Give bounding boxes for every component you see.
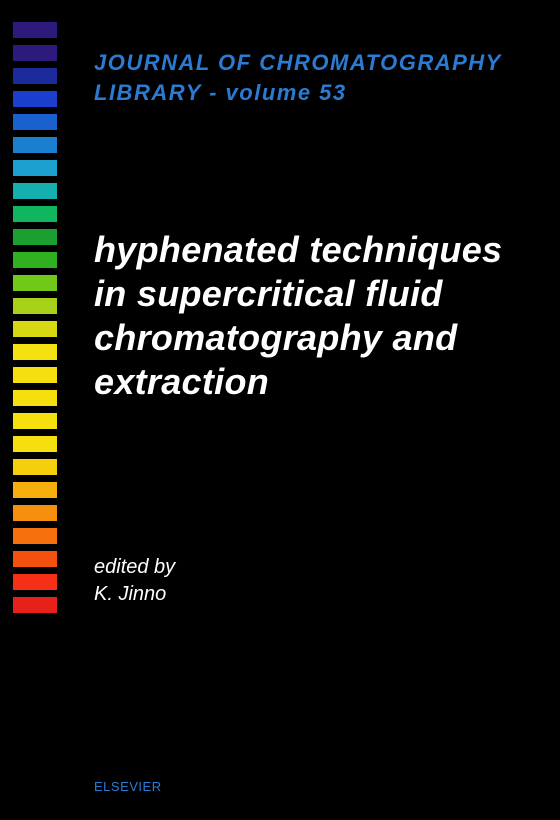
spectrum-swatch [13,390,57,406]
spectrum-swatch [13,91,57,107]
spectrum-swatch [13,344,57,360]
spectrum-swatch [13,482,57,498]
spectrum-swatch [13,114,57,130]
editor-block: edited by K. Jinno [94,554,175,608]
title-line-4: extraction [94,360,540,404]
series-label: JOURNAL OF CHROMATOGRAPHY LIBRARY - volu… [94,48,540,107]
spectrum-swatch [13,252,57,268]
spectrum-swatch [13,459,57,475]
book-cover: JOURNAL OF CHROMATOGRAPHY LIBRARY - volu… [0,0,560,820]
series-line-2: LIBRARY - volume 53 [94,78,540,108]
spectrum-swatch [13,206,57,222]
title-block: hyphenated techniques in supercritical f… [94,228,540,404]
spectrum-colorbar [13,22,57,613]
spectrum-swatch [13,505,57,521]
spectrum-swatch [13,298,57,314]
title-line-3: chromatography and [94,316,540,360]
spectrum-swatch [13,436,57,452]
editor-label: edited by [94,554,175,581]
editor-name: K. Jinno [94,581,175,608]
spectrum-swatch [13,574,57,590]
spectrum-swatch [13,68,57,84]
publisher-label: ELSEVIER [94,779,162,794]
spectrum-swatch [13,597,57,613]
spectrum-swatch [13,275,57,291]
spectrum-swatch [13,528,57,544]
spectrum-swatch [13,22,57,38]
spectrum-swatch [13,229,57,245]
title-line-2: in supercritical fluid [94,272,540,316]
spectrum-swatch [13,367,57,383]
spectrum-swatch [13,321,57,337]
spectrum-swatch [13,551,57,567]
spectrum-swatch [13,183,57,199]
spectrum-swatch [13,413,57,429]
spectrum-swatch [13,45,57,61]
spectrum-swatch [13,160,57,176]
title-line-1: hyphenated techniques [94,228,540,272]
spectrum-swatch [13,137,57,153]
series-line-1: JOURNAL OF CHROMATOGRAPHY [94,48,540,78]
